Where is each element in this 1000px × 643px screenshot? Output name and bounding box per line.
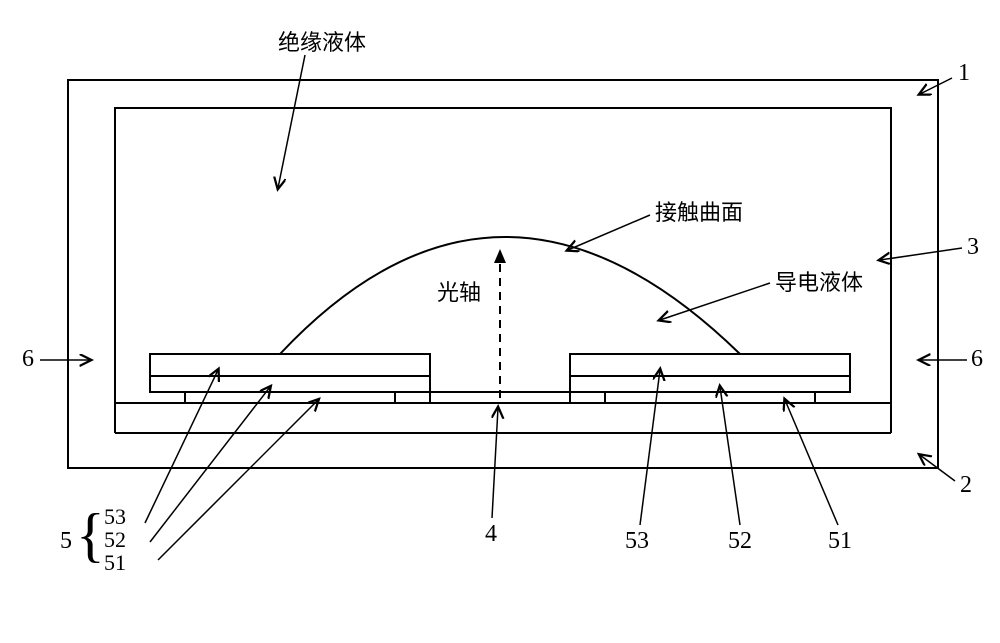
arrow-right-51 xyxy=(785,400,838,525)
contact-surface-curve xyxy=(280,237,740,354)
arrow-conductive-liquid xyxy=(660,283,770,320)
label-optical-axis: 光轴 xyxy=(437,275,481,307)
callout-6-right: 6 xyxy=(971,346,983,373)
arrow-right-53 xyxy=(640,370,660,525)
arrow-left-52 xyxy=(150,387,270,542)
schematic-diagram: 绝缘液体 接触曲面 光轴 导电液体 1 3 2 6 6 4 5 { 53 52 … xyxy=(0,0,1000,643)
right-layer-52 xyxy=(570,376,850,392)
arrow-4 xyxy=(492,408,498,518)
left-layer-52 xyxy=(150,376,430,392)
label-contact-surface: 接触曲面 xyxy=(655,195,743,227)
callout-left-51: 51 xyxy=(104,550,126,576)
arrow-3 xyxy=(880,248,962,260)
callout-1: 1 xyxy=(958,60,970,87)
callout-right-52: 52 xyxy=(728,528,752,555)
callout-5: 5 xyxy=(60,528,72,555)
callout-4: 4 xyxy=(485,521,497,548)
brace-5: { xyxy=(76,505,105,565)
right-layer-51 xyxy=(605,392,815,403)
left-layer-51 xyxy=(185,392,395,403)
arrow-left-51 xyxy=(158,400,318,560)
callout-right-53: 53 xyxy=(625,528,649,555)
callout-3: 3 xyxy=(967,234,979,261)
left-layer-53 xyxy=(150,354,430,376)
label-conductive-liquid: 导电液体 xyxy=(775,265,863,297)
label-insulating-liquid: 绝缘液体 xyxy=(278,25,366,57)
arrow-contact-surface xyxy=(568,215,650,250)
arrow-insulating-liquid xyxy=(278,55,305,188)
callout-6-left: 6 xyxy=(22,346,34,373)
inner-cavity xyxy=(115,108,891,403)
callout-right-51: 51 xyxy=(828,528,852,555)
callout-2: 2 xyxy=(960,472,972,499)
right-layer-53 xyxy=(570,354,850,376)
arrow-right-52 xyxy=(720,387,740,525)
